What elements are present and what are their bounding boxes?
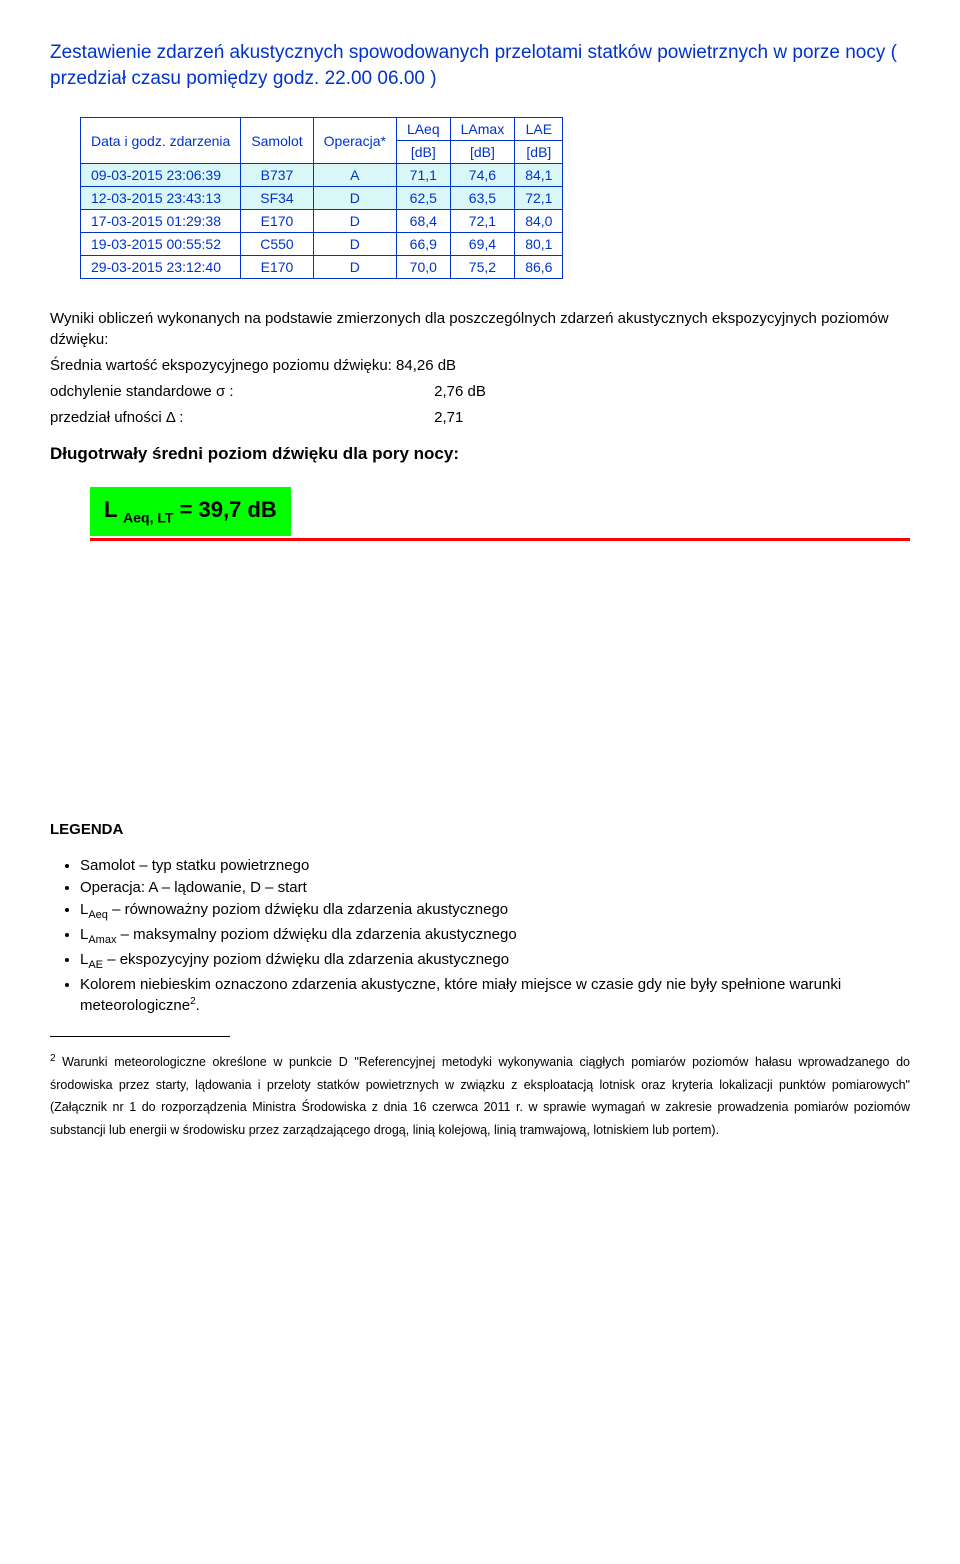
events-table: Data i godz. zdarzenia Samolot Operacja*…: [80, 117, 563, 279]
table-cell: D: [313, 187, 396, 210]
footnote: 2 Warunki meteorologiczne określone w pu…: [50, 1050, 910, 1141]
table-cell: 72,1: [515, 187, 563, 210]
legend-text: .: [196, 997, 200, 1014]
table-cell: 19-03-2015 00:55:52: [81, 233, 241, 256]
table-cell: A: [313, 164, 396, 187]
result-box: L Aeq, LT = 39,7 dB: [90, 487, 291, 535]
legend-text: – równoważny poziom dźwięku dla zdarzeni…: [108, 901, 508, 918]
table-cell: E170: [241, 256, 313, 279]
table-cell: 70,0: [396, 256, 450, 279]
table-cell: 69,4: [450, 233, 515, 256]
legend-item: LAeq – równoważny poziom dźwięku dla zda…: [80, 900, 910, 923]
legend-item: LAmax – maksymalny poziom dźwięku dla zd…: [80, 925, 910, 948]
col-operation: Operacja*: [313, 118, 396, 164]
table-cell: 86,6: [515, 256, 563, 279]
table-cell: 66,9: [396, 233, 450, 256]
table-cell: 68,4: [396, 210, 450, 233]
table-body: 09-03-2015 23:06:39B737A71,174,684,112-0…: [81, 164, 563, 279]
table-cell: 17-03-2015 01:29:38: [81, 210, 241, 233]
stddev-label: odchylenie standardowe σ :: [50, 382, 430, 402]
confidence-value: 2,71: [434, 409, 463, 426]
legend-subscript: AE: [88, 959, 103, 971]
table-cell: C550: [241, 233, 313, 256]
table-cell: 12-03-2015 23:43:13: [81, 187, 241, 210]
table-row: 19-03-2015 00:55:52C550D66,969,480,1: [81, 233, 563, 256]
legend-subscript: Aeq: [88, 909, 108, 921]
col-lamax: LAmax: [450, 118, 515, 141]
result-heading: Długotrwały średni poziom dźwięku dla po…: [50, 443, 910, 466]
table-cell: B737: [241, 164, 313, 187]
legend-text: – maksymalny poziom dźwięku dla zdarzeni…: [116, 926, 516, 943]
stddev-value: 2,76 dB: [434, 383, 486, 400]
result-value: = 39,7 dB: [173, 497, 276, 522]
legend-list: Samolot – typ statku powietrznego Operac…: [50, 856, 910, 1017]
page-title: Zestawienie zdarzeń akustycznych spowodo…: [50, 40, 910, 91]
results-intro: Wyniki obliczeń wykonanych na podstawie …: [50, 309, 910, 350]
col-lamax-unit: [dB]: [450, 141, 515, 164]
table-cell: 74,6: [450, 164, 515, 187]
results-confidence: przedział ufności Δ : 2,71: [50, 408, 910, 428]
col-aircraft: Samolot: [241, 118, 313, 164]
table-cell: 62,5: [396, 187, 450, 210]
table-cell: 29-03-2015 23:12:40: [81, 256, 241, 279]
col-lae-unit: [dB]: [515, 141, 563, 164]
table-cell: 84,0: [515, 210, 563, 233]
table-cell: 75,2: [450, 256, 515, 279]
result-subscript: Aeq, LT: [123, 510, 173, 526]
footnote-separator: [50, 1036, 230, 1037]
table-cell: E170: [241, 210, 313, 233]
table-cell: D: [313, 210, 396, 233]
table-cell: 71,1: [396, 164, 450, 187]
table-cell: 84,1: [515, 164, 563, 187]
legend-item: Samolot – typ statku powietrznego: [80, 856, 910, 876]
table-row: 29-03-2015 23:12:40E170D70,075,286,6: [81, 256, 563, 279]
footnote-text: Warunki meteorologiczne określone w punk…: [50, 1055, 910, 1137]
confidence-label: przedział ufności Δ :: [50, 408, 430, 428]
table-cell: 63,5: [450, 187, 515, 210]
legend-item: Operacja: A – lądowanie, D – start: [80, 878, 910, 898]
table-cell: 80,1: [515, 233, 563, 256]
legend-text: – ekspozycyjny poziom dźwięku dla zdarze…: [103, 951, 509, 968]
legend-item: Kolorem niebieskim oznaczono zdarzenia a…: [80, 975, 910, 1017]
col-lae: LAE: [515, 118, 563, 141]
result-prefix: L: [104, 497, 123, 522]
legend-subscript: Amax: [88, 934, 116, 946]
results-mean: Średnia wartość ekspozycyjnego poziomu d…: [50, 356, 910, 376]
result-underline: [90, 538, 910, 541]
table-row: 09-03-2015 23:06:39B737A71,174,684,1: [81, 164, 563, 187]
table-cell: SF34: [241, 187, 313, 210]
col-laeq: LAeq: [396, 118, 450, 141]
col-laeq-unit: [dB]: [396, 141, 450, 164]
table-row: 17-03-2015 01:29:38E170D68,472,184,0: [81, 210, 563, 233]
table-cell: 09-03-2015 23:06:39: [81, 164, 241, 187]
col-date: Data i godz. zdarzenia: [81, 118, 241, 164]
legend-item: LAE – ekspozycyjny poziom dźwięku dla zd…: [80, 950, 910, 973]
results-stddev: odchylenie standardowe σ : 2,76 dB: [50, 382, 910, 402]
legend-title: LEGENDA: [50, 821, 910, 838]
result-block: L Aeq, LT = 39,7 dB: [90, 487, 910, 540]
table-cell: 72,1: [450, 210, 515, 233]
table-cell: D: [313, 256, 396, 279]
table-row: 12-03-2015 23:43:13SF34D62,563,572,1: [81, 187, 563, 210]
table-cell: D: [313, 233, 396, 256]
